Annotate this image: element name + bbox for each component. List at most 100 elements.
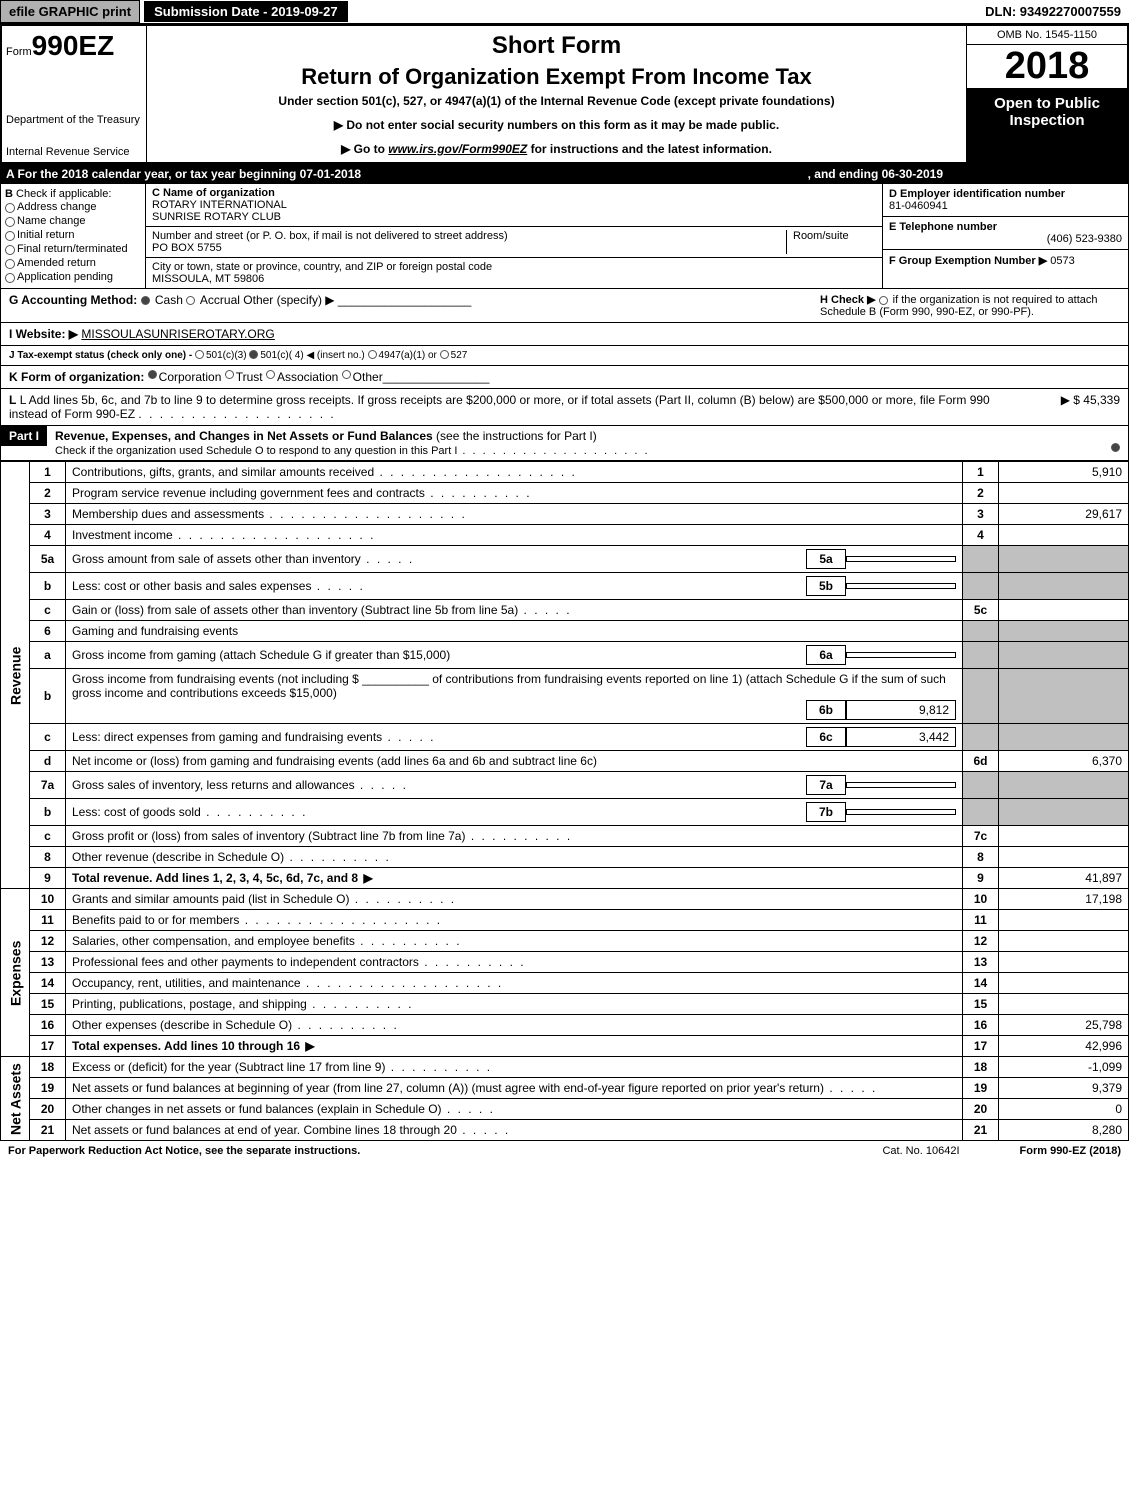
radio-501c3[interactable] xyxy=(195,350,204,359)
col-c: C Name of organization ROTARY INTERNATIO… xyxy=(146,184,883,288)
header-center: Short Form Return of Organization Exempt… xyxy=(147,26,967,162)
radio-accrual[interactable] xyxy=(186,296,195,305)
part1-inst: (see the instructions for Part I) xyxy=(436,429,597,443)
l18-d: Excess or (deficit) for the year (Subtra… xyxy=(72,1060,492,1074)
l10-ln: 10 xyxy=(963,889,999,910)
l14-n: 14 xyxy=(30,973,66,994)
l12-ln: 12 xyxy=(963,931,999,952)
irs-link[interactable]: www.irs.gov/Form990EZ xyxy=(388,142,527,156)
b-letter: B xyxy=(5,188,13,200)
l5a-bv xyxy=(846,556,956,562)
l9-n: 9 xyxy=(30,868,66,889)
radio-501c[interactable] xyxy=(249,350,258,359)
l6a-box: 6a xyxy=(806,645,846,665)
page-footer: For Paperwork Reduction Act Notice, see … xyxy=(0,1141,1129,1161)
l21-ln: 21 xyxy=(963,1120,999,1141)
chk-amended[interactable]: Amended return xyxy=(5,256,141,270)
l2-ln: 2 xyxy=(963,483,999,504)
g-label: G Accounting Method: xyxy=(9,293,137,307)
l7b-d: Less: cost of goods sold xyxy=(72,805,806,819)
form-number: 990EZ xyxy=(32,30,115,61)
l2-a xyxy=(999,483,1129,504)
l9-ln: 9 xyxy=(963,868,999,889)
l5c-n: c xyxy=(30,600,66,621)
l3-n: 3 xyxy=(30,504,66,525)
l11-d: Benefits paid to or for members xyxy=(72,913,442,927)
l19-n: 19 xyxy=(30,1078,66,1099)
l13-d: Professional fees and other payments to … xyxy=(72,955,526,969)
h-label: H Check ▶ xyxy=(820,294,876,306)
l8-a xyxy=(999,847,1129,868)
chk-initial-return[interactable]: Initial return xyxy=(5,228,141,242)
radio-4947[interactable] xyxy=(368,350,377,359)
chk-pending[interactable]: Application pending xyxy=(5,270,141,284)
radio-assoc[interactable] xyxy=(266,370,275,379)
ssn-warning: ▶ Do not enter social security numbers o… xyxy=(157,118,956,132)
radio-527[interactable] xyxy=(440,350,449,359)
l13-n: 13 xyxy=(30,952,66,973)
ein: 81-0460941 xyxy=(889,200,948,212)
other-label: Other (specify) ▶ xyxy=(243,293,334,307)
k-o4: Other xyxy=(353,370,383,384)
l15-n: 15 xyxy=(30,994,66,1015)
row-j: J Tax-exempt status (check only one) - 5… xyxy=(1,346,1128,366)
l6c-box: 6c xyxy=(806,727,846,747)
header-left: Form990EZ Department of the Treasury Int… xyxy=(2,26,147,162)
l7a-box: 7a xyxy=(806,775,846,795)
l18-ln: 18 xyxy=(963,1057,999,1078)
l11-n: 11 xyxy=(30,910,66,931)
l8-n: 8 xyxy=(30,847,66,868)
l8-d: Other revenue (describe in Schedule O) xyxy=(72,850,391,864)
radio-other[interactable] xyxy=(342,370,351,379)
l13-a xyxy=(999,952,1129,973)
l17-ln: 17 xyxy=(963,1036,999,1057)
l6d-ln: 6d xyxy=(963,751,999,772)
l14-d: Occupancy, rent, utilities, and maintena… xyxy=(72,976,503,990)
l5b-n: b xyxy=(30,573,66,600)
chk-final-return[interactable]: Final return/terminated xyxy=(5,242,141,256)
l6c-n: c xyxy=(30,724,66,751)
l20-a: 0 xyxy=(999,1099,1129,1120)
l18-n: 18 xyxy=(30,1057,66,1078)
l5a-d: Gross amount from sale of assets other t… xyxy=(72,552,806,566)
radio-corp[interactable] xyxy=(148,370,157,379)
l15-d: Printing, publications, postage, and shi… xyxy=(72,997,414,1011)
j-o4: 527 xyxy=(451,350,468,361)
city-label: City or town, state or province, country… xyxy=(152,261,492,273)
l18-a: -1,099 xyxy=(999,1057,1129,1078)
website[interactable]: MISSOULASUNRISEROTARY.ORG xyxy=(81,327,274,341)
l6d-a: 6,370 xyxy=(999,751,1129,772)
l1-a: 5,910 xyxy=(999,462,1129,483)
pra-notice: For Paperwork Reduction Act Notice, see … xyxy=(8,1145,360,1157)
l5a-a xyxy=(999,546,1129,573)
l7c-d: Gross profit or (loss) from sales of inv… xyxy=(72,829,572,843)
radio-trust[interactable] xyxy=(225,370,234,379)
cash-label: Cash xyxy=(155,293,183,307)
part1-title: Revenue, Expenses, and Changes in Net As… xyxy=(55,429,433,443)
l20-ln: 20 xyxy=(963,1099,999,1120)
row-h: H Check ▶ if the organization is not req… xyxy=(820,293,1120,318)
l20-n: 20 xyxy=(30,1099,66,1120)
l21-d: Net assets or fund balances at end of ye… xyxy=(72,1123,510,1137)
l7a-bv xyxy=(846,782,956,788)
accrual-label: Accrual xyxy=(200,293,240,307)
l3-a: 29,617 xyxy=(999,504,1129,525)
l6d-n: d xyxy=(30,751,66,772)
l5a-box: 5a xyxy=(806,549,846,569)
k-o1: Corporation xyxy=(159,370,222,384)
l6b-bv: 9,812 xyxy=(846,700,956,720)
part1-check[interactable] xyxy=(1111,443,1120,452)
l6b-n: b xyxy=(30,669,66,724)
chk-name-change[interactable]: Name change xyxy=(5,214,141,228)
chk-address-change[interactable]: Address change xyxy=(5,200,141,214)
l7c-ln: 7c xyxy=(963,826,999,847)
efile-badge[interactable]: efile GRAPHIC print xyxy=(0,0,140,23)
l19-a: 9,379 xyxy=(999,1078,1129,1099)
l4-a xyxy=(999,525,1129,546)
radio-cash[interactable] xyxy=(141,296,150,305)
l16-d: Other expenses (describe in Schedule O) xyxy=(72,1018,399,1032)
l6a-n: a xyxy=(30,642,66,669)
radio-h[interactable] xyxy=(879,296,888,305)
j-o2: 501(c)( 4) ◀ (insert no.) xyxy=(260,350,364,361)
l1-n: 1 xyxy=(30,462,66,483)
